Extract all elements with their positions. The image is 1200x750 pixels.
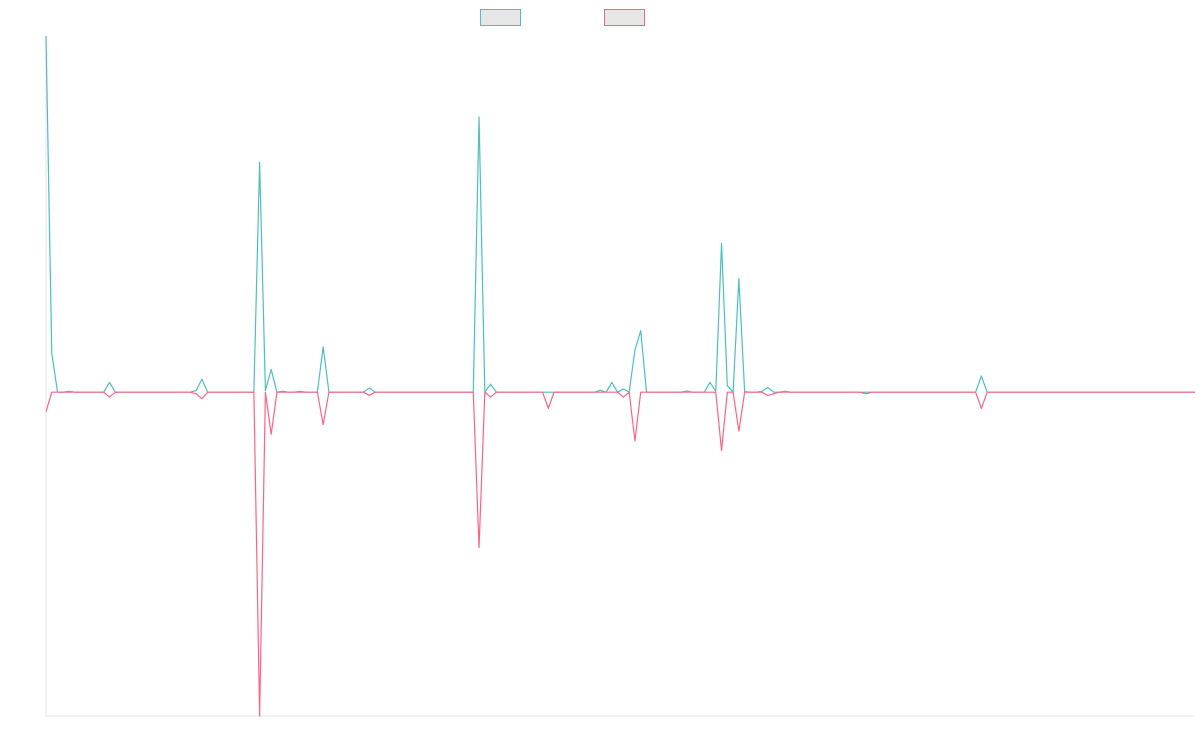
series-line-1 (45, 35, 1195, 393)
series-lines (45, 35, 1195, 717)
legend-swatch-1 (480, 9, 521, 26)
legend (480, 9, 645, 26)
series-line-2 (45, 391, 1195, 717)
axes (45, 36, 1195, 717)
legend-swatch-2 (604, 9, 645, 26)
